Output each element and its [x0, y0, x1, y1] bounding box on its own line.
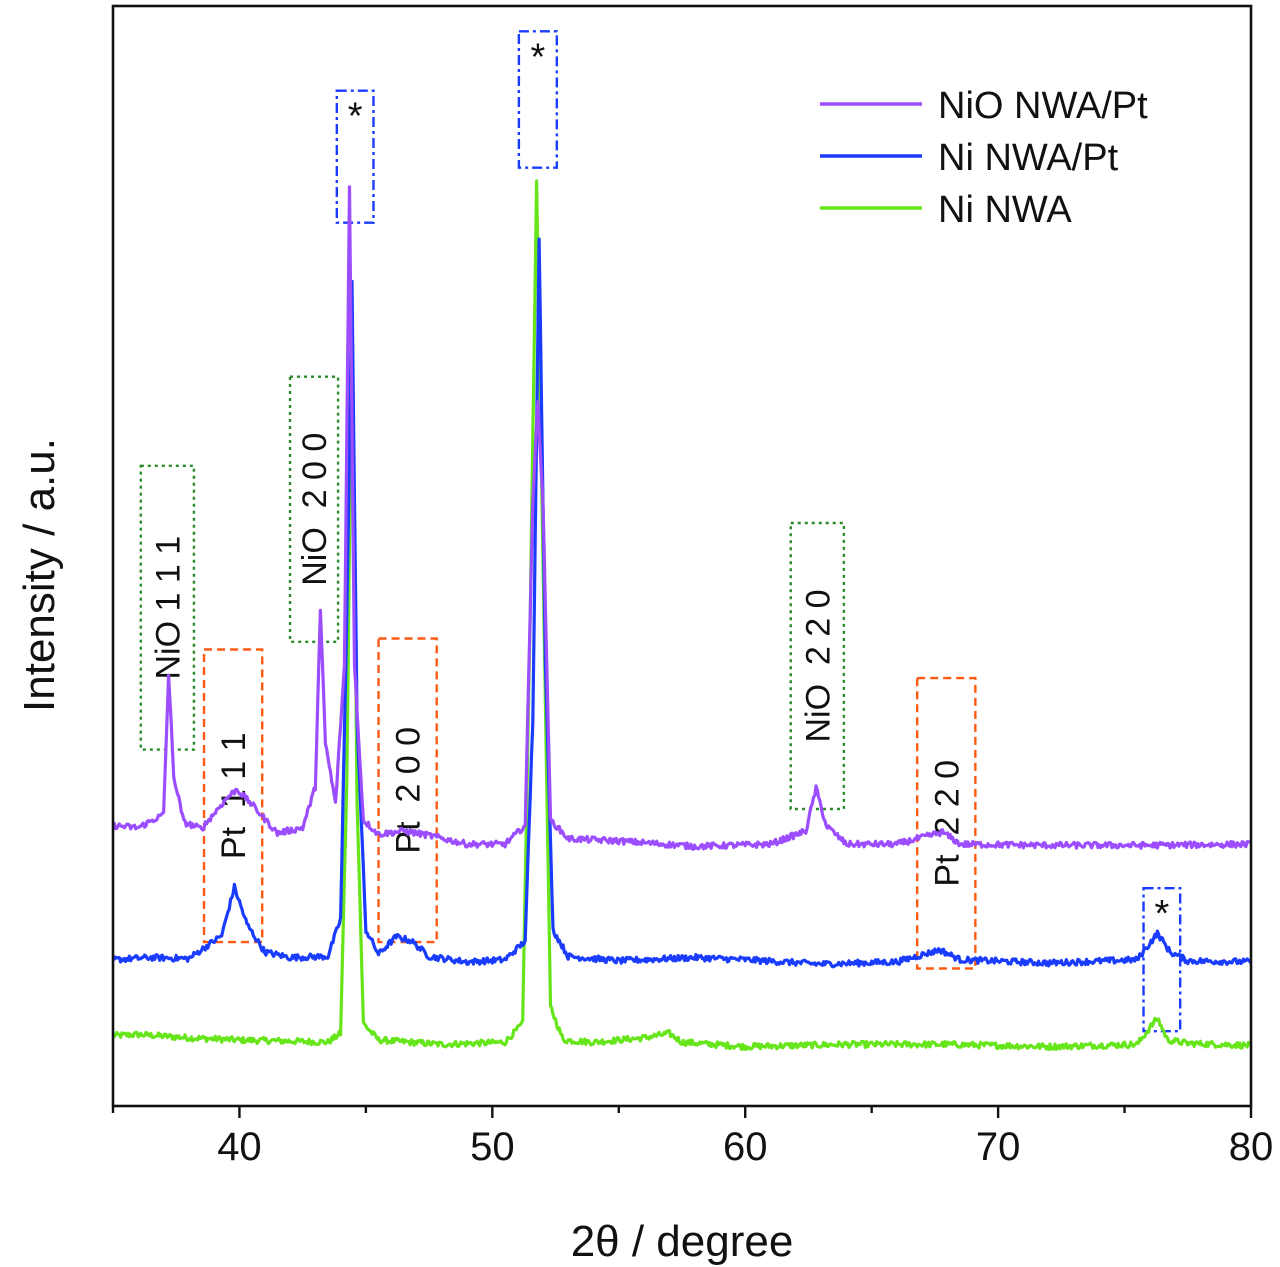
annotation-box	[288, 375, 340, 644]
legend-label: Ni NWA/Pt	[938, 137, 1119, 179]
annotation-box	[202, 648, 264, 944]
x-tick-label: 50	[470, 1125, 515, 1169]
x-tick-label: 80	[1229, 1125, 1274, 1169]
series-line-nio-nwa-pt	[112, 185, 1252, 851]
peak-annotation: *	[1142, 887, 1182, 1033]
annotation-label: Pt 2 2 0	[928, 760, 966, 887]
plot-border	[111, 4, 1253, 1108]
y-axis-title: Intensity / a.u.	[15, 438, 64, 712]
series-line-ni-nwa-pt	[111, 237, 1253, 969]
ni-peak-marker: *	[1154, 893, 1169, 935]
annotation-box	[789, 521, 846, 811]
x-tick-label: 60	[723, 1125, 768, 1169]
ni-peak-marker: *	[530, 36, 545, 78]
peak-annotation: *	[335, 89, 375, 224]
plot-frame	[111, 4, 1253, 1108]
ni-peak-marker: *	[348, 96, 363, 138]
x-tick-label: 40	[217, 1125, 262, 1169]
annotation-box	[517, 30, 559, 169]
x-tick-label: 70	[976, 1125, 1021, 1169]
annotation-label: NiO 2 2 0	[799, 589, 837, 742]
legend-entry: Ni NWA/Pt	[820, 137, 1119, 179]
peak-annotation: *	[517, 30, 559, 169]
x-axis-title: 2θ / degree	[571, 1217, 794, 1266]
series-line-ni-nwa	[111, 179, 1253, 1051]
annotation-box	[915, 676, 977, 970]
x-axis-ticks: 40 50 60 70 80	[111, 1106, 1274, 1169]
legend: NiO NWA/Pt Ni NWA/Pt Ni NWA	[820, 85, 1148, 231]
annotation-label: NiO 1 1 1	[149, 536, 187, 680]
peak-annotation: NiO 1 1 1	[139, 464, 196, 751]
series-lines	[111, 179, 1253, 1051]
peak-annotation: NiO 2 0 0	[288, 375, 340, 644]
peak-annotation: Pt 2 0 0	[377, 637, 438, 944]
peak-annotation: Pt 2 2 0	[915, 676, 977, 970]
legend-label: Ni NWA	[938, 189, 1072, 231]
legend-entry: NiO NWA/Pt	[820, 85, 1148, 127]
legend-entry: Ni NWA	[820, 189, 1072, 231]
annotation-label: NiO 2 0 0	[296, 433, 334, 586]
peak-annotation: NiO 2 2 0	[789, 521, 846, 811]
legend-label: NiO NWA/Pt	[938, 85, 1148, 127]
